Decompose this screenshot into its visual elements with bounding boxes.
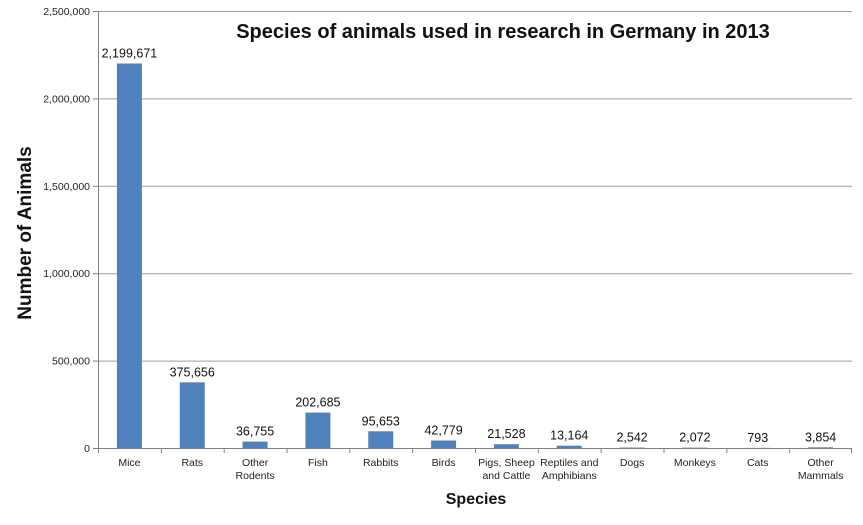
- bar-mice: [116, 63, 142, 449]
- bar-dogs: [619, 447, 645, 449]
- y-tick-label: 1,500,000: [43, 181, 90, 193]
- data-label: 2,072: [679, 431, 710, 445]
- bar-rabbits: [368, 431, 394, 448]
- bar-reptiles-and-amphibians: [556, 445, 582, 448]
- y-tick-label: 0: [84, 443, 90, 455]
- data-label: 42,779: [424, 424, 462, 438]
- category-label: Fish: [308, 457, 328, 469]
- category-label: Reptiles and: [540, 457, 599, 469]
- y-axis-title: Number of Animals: [15, 146, 36, 320]
- data-label: 2,542: [616, 431, 647, 445]
- y-tick-label: 1,000,000: [43, 268, 90, 280]
- gridlines: [98, 11, 852, 362]
- category-label: Other: [807, 457, 834, 469]
- category-label: Dogs: [620, 457, 645, 469]
- bar-other-rodents: [242, 441, 268, 448]
- category-label: Mammals: [798, 470, 844, 482]
- bar-fish: [305, 412, 331, 448]
- labels: 0 500,000 1,000,000 1,500,000 2,000,000 2,500…: [43, 6, 843, 482]
- data-label: 202,685: [295, 396, 340, 410]
- bar-monkeys: [682, 447, 708, 449]
- category-label: and Cattle: [482, 470, 530, 482]
- data-label: 2,199,671: [102, 46, 158, 60]
- chart-title: Species of animals used in research in G…: [236, 21, 770, 43]
- category-label: Rabbits: [363, 457, 399, 469]
- category-label: Amphibians: [542, 470, 597, 482]
- data-label: 793: [747, 431, 768, 445]
- category-label: Mice: [118, 457, 140, 469]
- bar-pigs-sheep-and-cattle: [493, 444, 519, 448]
- axes: [93, 11, 852, 453]
- category-label: Pigs, Sheep: [478, 457, 535, 469]
- data-label: 95,653: [362, 414, 400, 428]
- data-label: 3,854: [805, 430, 836, 444]
- y-tick-label: 2,500,000: [43, 6, 90, 18]
- bar-other-mammals: [808, 447, 834, 448]
- bars: [116, 63, 834, 449]
- category-label: Rodents: [236, 470, 275, 482]
- y-tick-label: 500,000: [52, 356, 90, 368]
- data-label: 375,656: [170, 365, 215, 379]
- y-tick-label: 2,000,000: [43, 93, 90, 105]
- category-label: Cats: [747, 457, 769, 469]
- category-label: Other: [242, 457, 269, 469]
- data-label: 21,528: [487, 427, 525, 441]
- bar-birds: [431, 440, 457, 448]
- category-label: Rats: [181, 457, 203, 469]
- data-label: 36,755: [236, 425, 274, 439]
- bar-rats: [179, 382, 205, 448]
- category-label: Monkeys: [674, 457, 716, 469]
- category-label: Birds: [432, 457, 456, 469]
- x-axis-title: Species: [446, 491, 507, 508]
- data-label: 13,164: [550, 429, 588, 443]
